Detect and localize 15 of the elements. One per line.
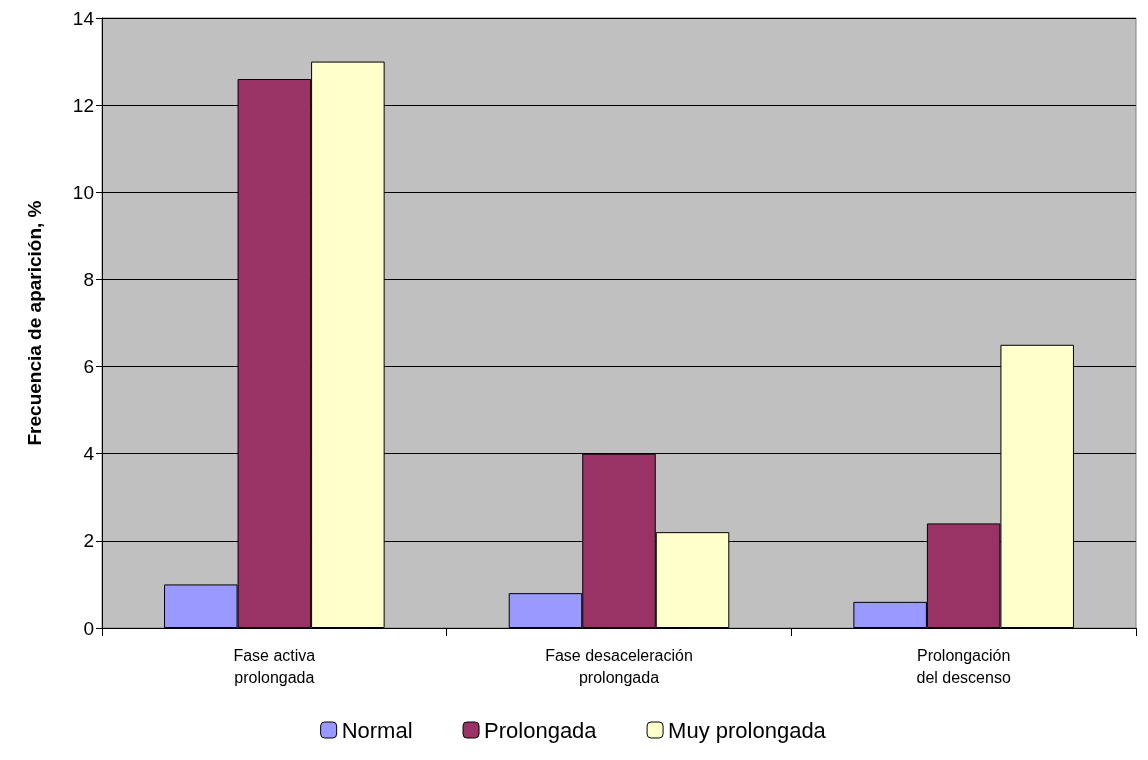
y-tick-label: 8 [83, 268, 94, 290]
y-tick-label: 10 [72, 181, 94, 203]
y-tick-label: 0 [83, 617, 94, 639]
y-tick-label: 2 [83, 530, 94, 552]
y-tick-label: 12 [72, 94, 94, 116]
y-axis-title: Frecuencia de aparición, % [24, 200, 45, 446]
x-tick-label: Fase activa prolongada [233, 646, 316, 686]
y-tick-label: 14 [72, 7, 95, 29]
legend-label: Muy prolongada [668, 717, 827, 743]
legend-label: Prolongada [484, 717, 598, 743]
x-tick-label: Prolongación del descenso [916, 646, 1011, 686]
y-tick-label: 6 [83, 356, 94, 378]
legend-label: Normal [341, 717, 413, 743]
x-tick-label: Fase desaceleración prolongada [545, 646, 693, 686]
y-tick-label: 4 [83, 443, 95, 465]
